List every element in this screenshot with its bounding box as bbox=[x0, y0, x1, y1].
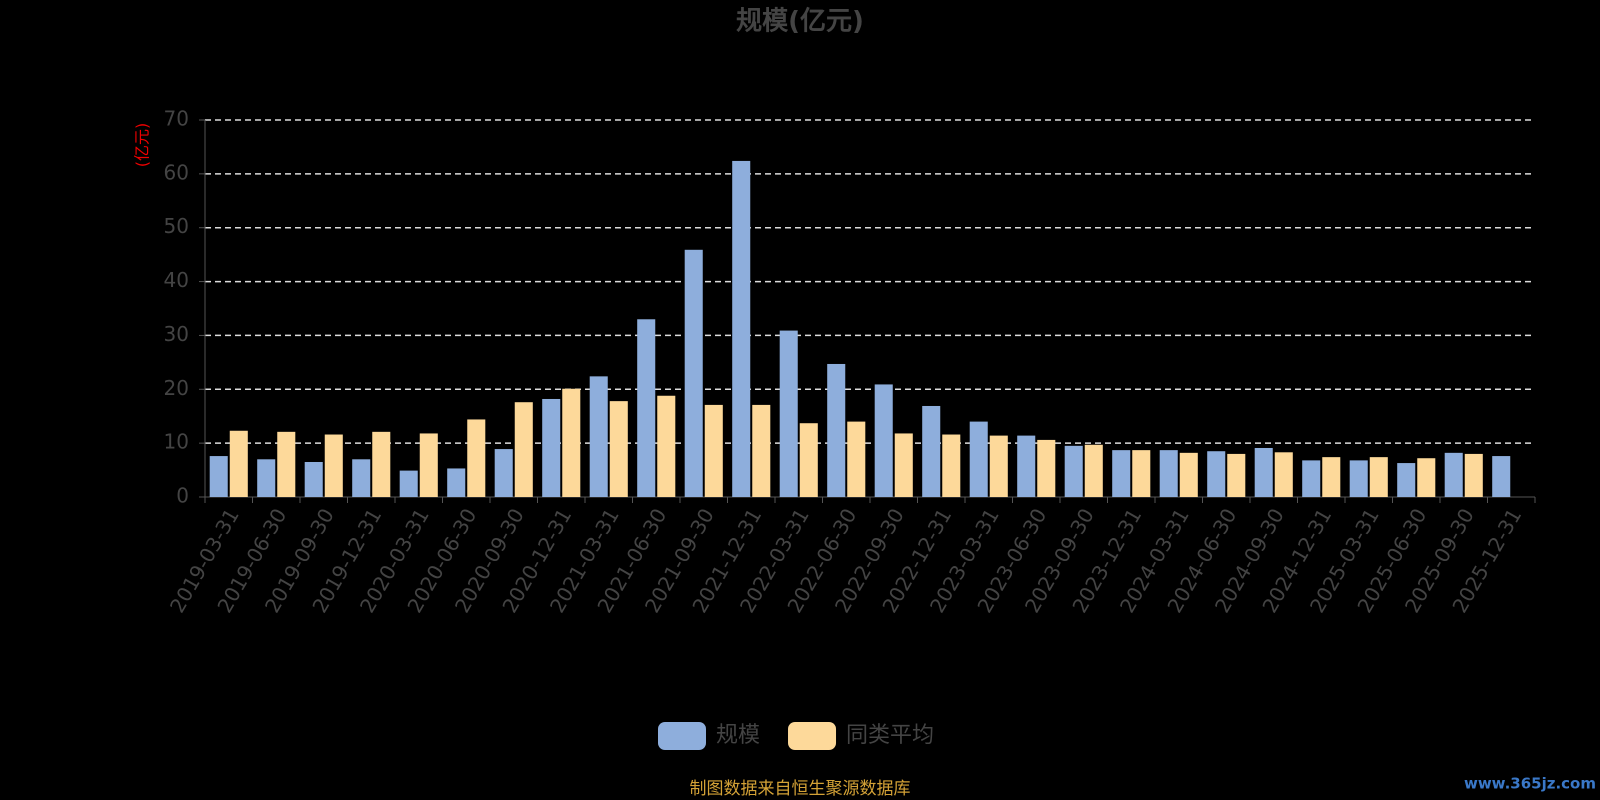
bar bbox=[1254, 447, 1273, 497]
bar bbox=[1464, 453, 1483, 497]
bar bbox=[637, 319, 656, 497]
bar bbox=[1322, 457, 1341, 497]
y-tick-label: 70 bbox=[164, 107, 189, 131]
bar bbox=[1444, 452, 1463, 497]
bar bbox=[277, 431, 296, 497]
bar bbox=[257, 459, 276, 497]
source-note: 制图数据来自恒生聚源数据库 bbox=[690, 779, 911, 799]
bar bbox=[209, 456, 228, 497]
bar bbox=[989, 435, 1008, 497]
bar bbox=[684, 249, 703, 497]
bar bbox=[1112, 450, 1131, 497]
y-tick-label: 30 bbox=[164, 322, 189, 346]
bar bbox=[1349, 460, 1368, 497]
bar bbox=[609, 401, 628, 497]
bar bbox=[542, 398, 561, 497]
bar bbox=[1274, 452, 1293, 497]
bar bbox=[657, 395, 676, 497]
legend-swatch bbox=[788, 722, 837, 750]
bar bbox=[494, 449, 513, 497]
bar bbox=[1179, 452, 1198, 497]
legend-label: 同类平均 bbox=[846, 723, 934, 748]
bar bbox=[847, 421, 866, 497]
bar bbox=[1084, 444, 1103, 497]
y-tick-label: 40 bbox=[164, 268, 189, 292]
bar bbox=[732, 160, 751, 497]
bar bbox=[1492, 456, 1511, 497]
bar bbox=[467, 419, 486, 497]
bar bbox=[589, 376, 608, 497]
y-tick-label: 0 bbox=[176, 484, 189, 508]
bar bbox=[324, 434, 343, 497]
y-tick-label: 10 bbox=[164, 430, 189, 454]
bar bbox=[1302, 460, 1321, 497]
bar bbox=[229, 430, 248, 497]
bar bbox=[447, 468, 466, 497]
watermark: www.365jz.com bbox=[1464, 775, 1596, 793]
bar bbox=[779, 330, 798, 497]
bar bbox=[352, 459, 371, 497]
bar bbox=[752, 404, 771, 497]
bar bbox=[514, 402, 533, 497]
y-tick-label: 20 bbox=[164, 376, 189, 400]
bar bbox=[1369, 457, 1388, 497]
bar bbox=[1132, 450, 1151, 497]
bar bbox=[1159, 450, 1178, 497]
bar bbox=[894, 433, 913, 497]
bar bbox=[562, 388, 581, 497]
bar bbox=[969, 421, 988, 497]
bar bbox=[799, 423, 818, 497]
bar bbox=[942, 434, 961, 497]
bar bbox=[372, 431, 391, 497]
bar bbox=[1417, 458, 1436, 497]
bar bbox=[1064, 445, 1083, 497]
bar bbox=[304, 461, 323, 497]
bar bbox=[1037, 439, 1056, 497]
bar bbox=[419, 433, 438, 497]
bar bbox=[827, 363, 846, 497]
y-tick-label: 60 bbox=[164, 160, 189, 184]
legend-label: 规模 bbox=[716, 723, 760, 748]
bar bbox=[922, 405, 941, 497]
bar bbox=[1227, 453, 1246, 497]
bar bbox=[1207, 451, 1226, 497]
bar bbox=[399, 470, 418, 497]
bar bbox=[704, 404, 723, 497]
bar bbox=[874, 384, 893, 497]
chart-title: 规模(亿元) bbox=[736, 7, 864, 37]
bar bbox=[1017, 435, 1036, 497]
legend-swatch bbox=[658, 722, 706, 750]
y-tick-label: 50 bbox=[164, 214, 189, 238]
bar bbox=[1397, 463, 1416, 497]
y-axis-label: (亿元) bbox=[133, 123, 152, 168]
